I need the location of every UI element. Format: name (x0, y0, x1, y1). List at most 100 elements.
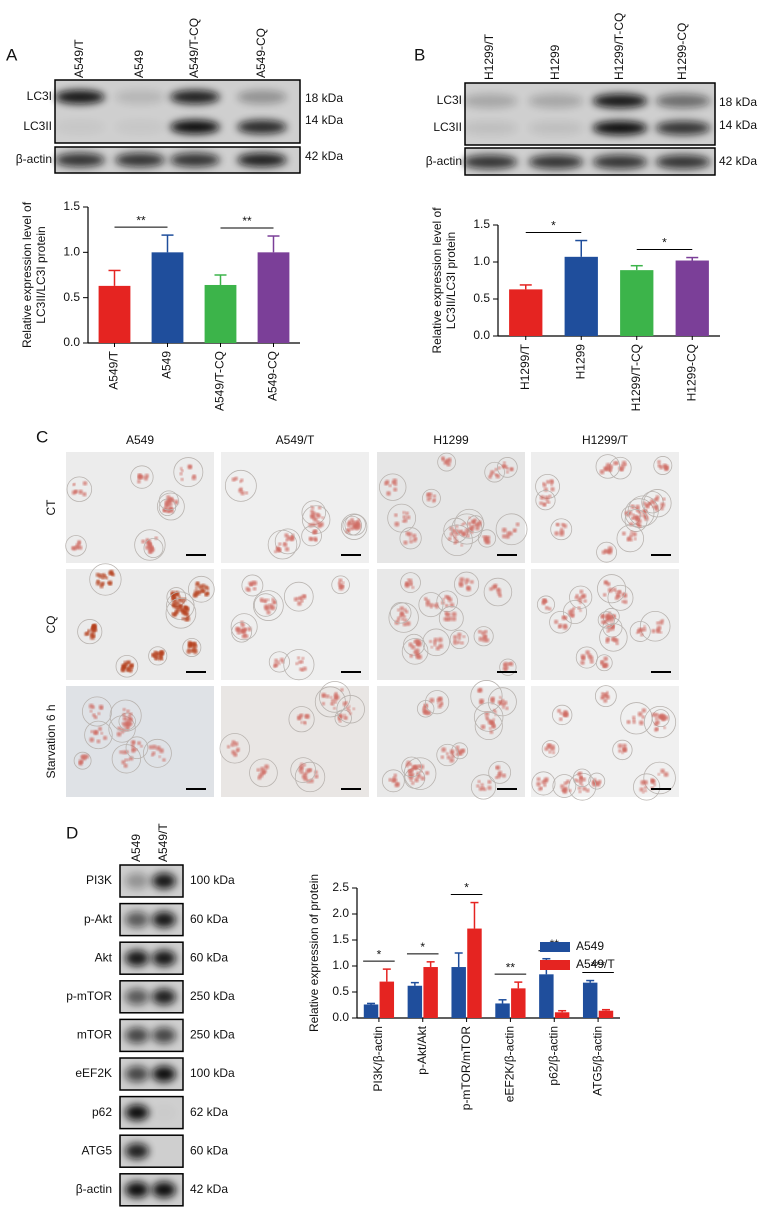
lipid-dot (657, 460, 661, 464)
blot-band (592, 155, 648, 169)
micrograph (377, 680, 525, 800)
lipid-dot (456, 640, 461, 645)
y-tick-label: 0.0 (332, 1010, 349, 1024)
lipid-dot (274, 550, 277, 554)
lipid-dot (615, 638, 619, 643)
lipid-dot (659, 464, 664, 470)
lipid-dot (274, 664, 278, 668)
lipid-dot (177, 598, 181, 601)
column-label: A549/T (276, 433, 315, 447)
cell (535, 490, 556, 511)
y-tick-label: 1.0 (63, 245, 80, 259)
cell (594, 685, 617, 708)
lipid-dot (632, 718, 636, 722)
lipid-dot (321, 702, 326, 706)
lipid-dot (78, 489, 83, 495)
lipid-dot (350, 518, 355, 522)
lipid-dot (491, 584, 497, 590)
band-size: 60 kDa (190, 912, 228, 926)
panel-label: D (66, 823, 78, 842)
lipid-dot (401, 617, 405, 621)
lipid-dot (471, 519, 476, 524)
western-blot (119, 864, 184, 1207)
lipid-dot (600, 695, 605, 700)
lipid-dot (562, 523, 568, 529)
lipid-dot (608, 469, 612, 473)
lipid-dot (485, 638, 490, 643)
lipid-dot (309, 513, 315, 519)
chart: 0.0 0.5 1.0 1.5 2.0 2.5 Relative expression of… (307, 874, 620, 1110)
lipid-dot (640, 633, 644, 637)
lipid-dot (656, 621, 660, 625)
blot-band (152, 911, 176, 928)
lipid-dot (621, 460, 627, 466)
lipid-dot (348, 711, 352, 715)
lipid-dot (497, 700, 502, 705)
cell (575, 646, 598, 669)
lane-label: H1299-CQ (675, 23, 689, 80)
blot-band (125, 1143, 149, 1160)
lipid-dot (482, 787, 487, 792)
lipid-dot (153, 653, 159, 658)
blot-band (152, 1066, 176, 1082)
lipid-dot (411, 781, 415, 785)
lipid-dot (185, 616, 191, 622)
blot-band (115, 120, 165, 134)
lipid-dot (99, 706, 103, 710)
lipid-dot (506, 531, 511, 536)
lipid-dot (470, 526, 475, 531)
lipid-dot (539, 495, 545, 500)
lipid-dot (632, 715, 636, 720)
band-label: LC3I (27, 89, 52, 103)
cell (595, 654, 613, 672)
lipid-dot (116, 731, 122, 737)
lane-label: H1299/T (482, 33, 496, 80)
cell (597, 611, 615, 629)
cell (454, 508, 485, 539)
lipid-dot (454, 539, 459, 544)
micrograph-bg (377, 452, 525, 563)
lipid-dot (171, 595, 176, 600)
bar (554, 1012, 570, 1018)
lipid-dot (445, 752, 449, 756)
lipid-dot (82, 492, 87, 497)
lipid-dot (641, 708, 647, 713)
lipid-dot (657, 772, 661, 776)
lipid-dot (440, 701, 444, 705)
lipid-dot (475, 525, 480, 531)
lipid-dot (460, 543, 463, 547)
band-size: 60 kDa (190, 1143, 228, 1157)
cell (437, 452, 457, 472)
cell (436, 743, 459, 767)
lipid-dot (121, 731, 124, 734)
cell (612, 739, 633, 761)
lipid-dot (122, 716, 128, 722)
lane-label: A549 (129, 834, 143, 862)
significance-label: * (662, 236, 667, 250)
lipid-dot (505, 534, 510, 539)
lipid-dot (477, 780, 481, 784)
lipid-dot (461, 531, 466, 536)
lipid-dot (660, 506, 664, 511)
lipid-dot (603, 656, 609, 662)
lipid-dot (233, 741, 239, 747)
lipid-dot (297, 656, 301, 660)
blot-band (237, 120, 287, 134)
x-tick-label: H1299/T (518, 343, 532, 390)
bar (467, 928, 482, 1018)
lipid-dot (503, 661, 509, 667)
blot-band (115, 90, 165, 104)
lipid-dot (457, 632, 462, 638)
lipid-dot (589, 659, 594, 664)
y-tick-label: 2.5 (332, 880, 349, 894)
lipid-dot (271, 597, 275, 601)
lipid-dot (171, 612, 176, 616)
band-size: 250 kDa (190, 989, 235, 1003)
lipid-dot (119, 750, 123, 754)
lipid-dot (429, 603, 434, 608)
significance-label: * (464, 881, 469, 895)
column-label: A549 (126, 433, 154, 447)
cell (165, 597, 197, 629)
lipid-dot (80, 755, 83, 759)
lipid-dot (299, 713, 304, 718)
